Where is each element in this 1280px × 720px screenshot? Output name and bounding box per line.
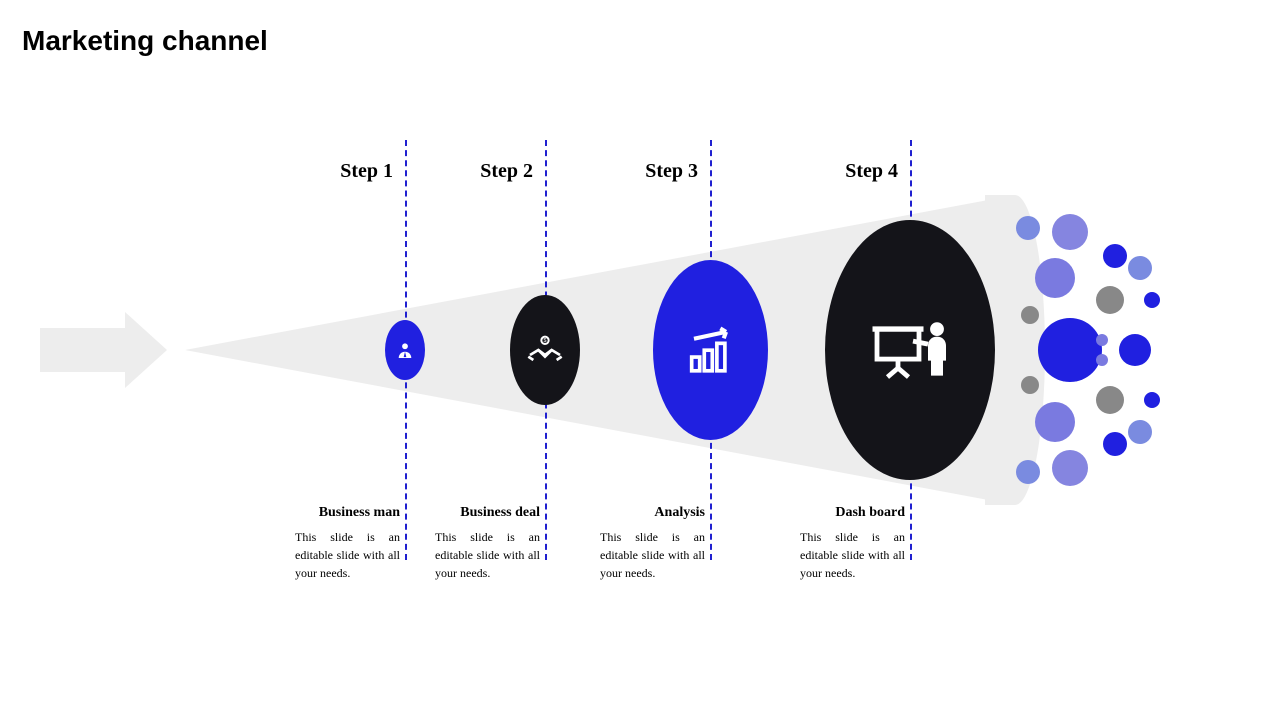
output-bubble [1128, 420, 1152, 444]
step-ellipse [510, 295, 580, 405]
output-bubble [1021, 376, 1039, 394]
step-ellipse [385, 320, 425, 380]
handshake-icon [525, 332, 565, 368]
output-bubble [1096, 286, 1124, 314]
input-arrow-head [125, 312, 167, 388]
output-bubble [1128, 256, 1152, 280]
output-bubble [1144, 392, 1160, 408]
step-label: Step 3 [645, 160, 710, 183]
output-bubble [1119, 334, 1151, 366]
step-description: This slide is an editable slide with all… [600, 528, 710, 582]
output-bubble [1038, 318, 1102, 382]
output-bubble [1103, 244, 1127, 268]
step-title: Dash board [800, 505, 910, 521]
step-description: This slide is an editable slide with all… [800, 528, 910, 582]
step-description: This slide is an editable slide with all… [435, 528, 545, 582]
output-bubble [1096, 354, 1108, 366]
output-bubble [1016, 460, 1040, 484]
output-bubble [1021, 306, 1039, 324]
output-bubble [1052, 450, 1088, 486]
step-description: This slide is an editable slide with all… [295, 528, 405, 582]
output-bubble [1144, 292, 1160, 308]
step-ellipse [653, 260, 768, 440]
output-bubble [1096, 334, 1108, 346]
step-title: Analysis [600, 505, 710, 521]
diagram-canvas: Step 1 Business man This slide is an edita… [0, 0, 1280, 720]
step-label: Step 1 [340, 160, 405, 183]
step-title: Business man [295, 505, 405, 521]
business-man-icon [394, 340, 416, 360]
step-title: Business deal [435, 505, 545, 521]
output-bubble [1016, 216, 1040, 240]
output-bubble [1035, 258, 1075, 298]
input-arrow-body [40, 328, 125, 372]
output-bubble [1103, 432, 1127, 456]
output-bubble [1035, 402, 1075, 442]
step-label: Step 4 [845, 160, 910, 183]
output-bubble [1052, 214, 1088, 250]
output-bubble [1096, 386, 1124, 414]
step-ellipse [825, 220, 995, 480]
chart-up-icon [682, 325, 738, 375]
presentation-icon [871, 315, 949, 385]
step-label: Step 2 [480, 160, 545, 183]
